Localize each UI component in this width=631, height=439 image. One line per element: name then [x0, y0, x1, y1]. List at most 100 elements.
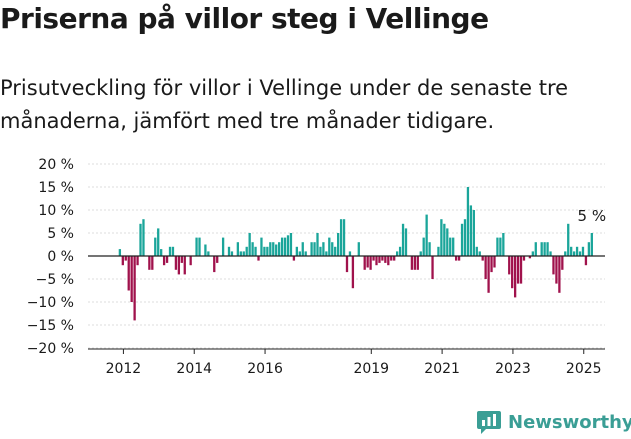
bar-series	[118, 187, 593, 321]
bar	[422, 237, 425, 256]
bar	[195, 237, 198, 256]
bar	[499, 237, 502, 256]
bar	[366, 256, 369, 268]
bar	[363, 256, 366, 270]
bar	[390, 256, 393, 261]
bar	[372, 256, 375, 261]
bar	[513, 256, 517, 298]
bar	[136, 256, 139, 266]
bar	[419, 251, 422, 256]
bar	[552, 256, 555, 275]
bar	[428, 242, 431, 256]
bar	[558, 256, 561, 293]
bar	[410, 256, 414, 270]
bar	[124, 256, 127, 261]
y-tick-label: −5 %	[36, 272, 74, 288]
bar	[496, 237, 499, 256]
x-tick-label: 2012	[106, 361, 142, 377]
bar	[413, 256, 416, 270]
bar	[357, 242, 360, 256]
bar	[528, 256, 532, 259]
bar	[322, 242, 325, 256]
bar	[160, 249, 163, 256]
y-tick-label: 5 %	[47, 226, 74, 242]
bar	[543, 242, 546, 256]
bar-chart: 20 % 15 % 10 % 5 % 0 % −5 % −10 % −15 % −20 % 20…	[27, 157, 607, 377]
bar	[151, 256, 154, 270]
bar	[466, 187, 470, 256]
newsworthy-logo[interactable]: Newsworthy	[476, 409, 631, 435]
y-tick-label: −15 %	[27, 318, 74, 334]
bar	[295, 246, 299, 256]
bar	[162, 256, 166, 266]
newsworthy-logo-icon	[477, 411, 501, 434]
bar	[263, 246, 266, 256]
bar	[508, 256, 511, 275]
bar	[564, 251, 567, 256]
bar	[516, 256, 520, 284]
bar	[431, 256, 434, 279]
bar	[283, 237, 287, 256]
bar	[292, 256, 296, 261]
x-tick-label: 2021	[424, 361, 460, 377]
bar	[531, 251, 534, 256]
y-tick-label: 10 %	[38, 203, 74, 219]
brand-name: Newsworthy	[508, 411, 631, 433]
bar	[242, 251, 245, 256]
bar	[446, 228, 449, 256]
bar	[245, 246, 248, 256]
bar	[154, 237, 157, 256]
bar	[298, 251, 301, 256]
bar	[319, 246, 322, 256]
bar	[375, 256, 378, 266]
bar	[266, 246, 269, 256]
y-tick-label: 20 %	[38, 157, 74, 173]
bar	[148, 256, 151, 270]
y-tick-label: 15 %	[38, 180, 74, 196]
bar	[416, 256, 419, 270]
bar	[325, 251, 328, 256]
bar	[269, 242, 272, 256]
bar	[490, 256, 493, 273]
bar	[221, 237, 225, 256]
bar	[345, 256, 349, 273]
bar	[478, 251, 481, 256]
bar	[254, 246, 257, 256]
bar	[248, 233, 251, 256]
bar	[570, 246, 573, 256]
x-tick-label: 2023	[495, 361, 531, 377]
bar	[522, 256, 526, 261]
last-value-label: 5 %	[578, 207, 607, 225]
y-tick-label: −20 %	[27, 341, 74, 357]
bar	[587, 242, 591, 256]
bar	[133, 256, 136, 321]
chart-subtitle: Prisutveckling för villor i Vellinge und…	[0, 76, 569, 133]
bar	[393, 256, 396, 261]
bar	[348, 251, 352, 256]
bar	[278, 242, 281, 256]
bar	[484, 256, 487, 279]
bar	[578, 251, 582, 256]
bar	[546, 242, 549, 256]
bar	[469, 205, 473, 256]
bar	[575, 246, 579, 256]
bar	[313, 242, 316, 256]
bar	[437, 246, 440, 256]
bar	[216, 256, 219, 263]
bar	[165, 256, 169, 263]
bar	[301, 242, 304, 256]
bar	[452, 237, 455, 256]
bar	[487, 256, 490, 293]
bar	[121, 256, 124, 266]
bar	[239, 251, 242, 256]
bar	[230, 251, 234, 256]
bar	[183, 256, 186, 275]
bar	[549, 251, 552, 256]
bar	[401, 223, 405, 256]
bar	[511, 256, 514, 289]
bar	[204, 244, 207, 256]
bar	[404, 228, 408, 256]
x-tick-label: 2014	[176, 361, 212, 377]
bar	[572, 251, 576, 256]
bar	[286, 235, 290, 256]
